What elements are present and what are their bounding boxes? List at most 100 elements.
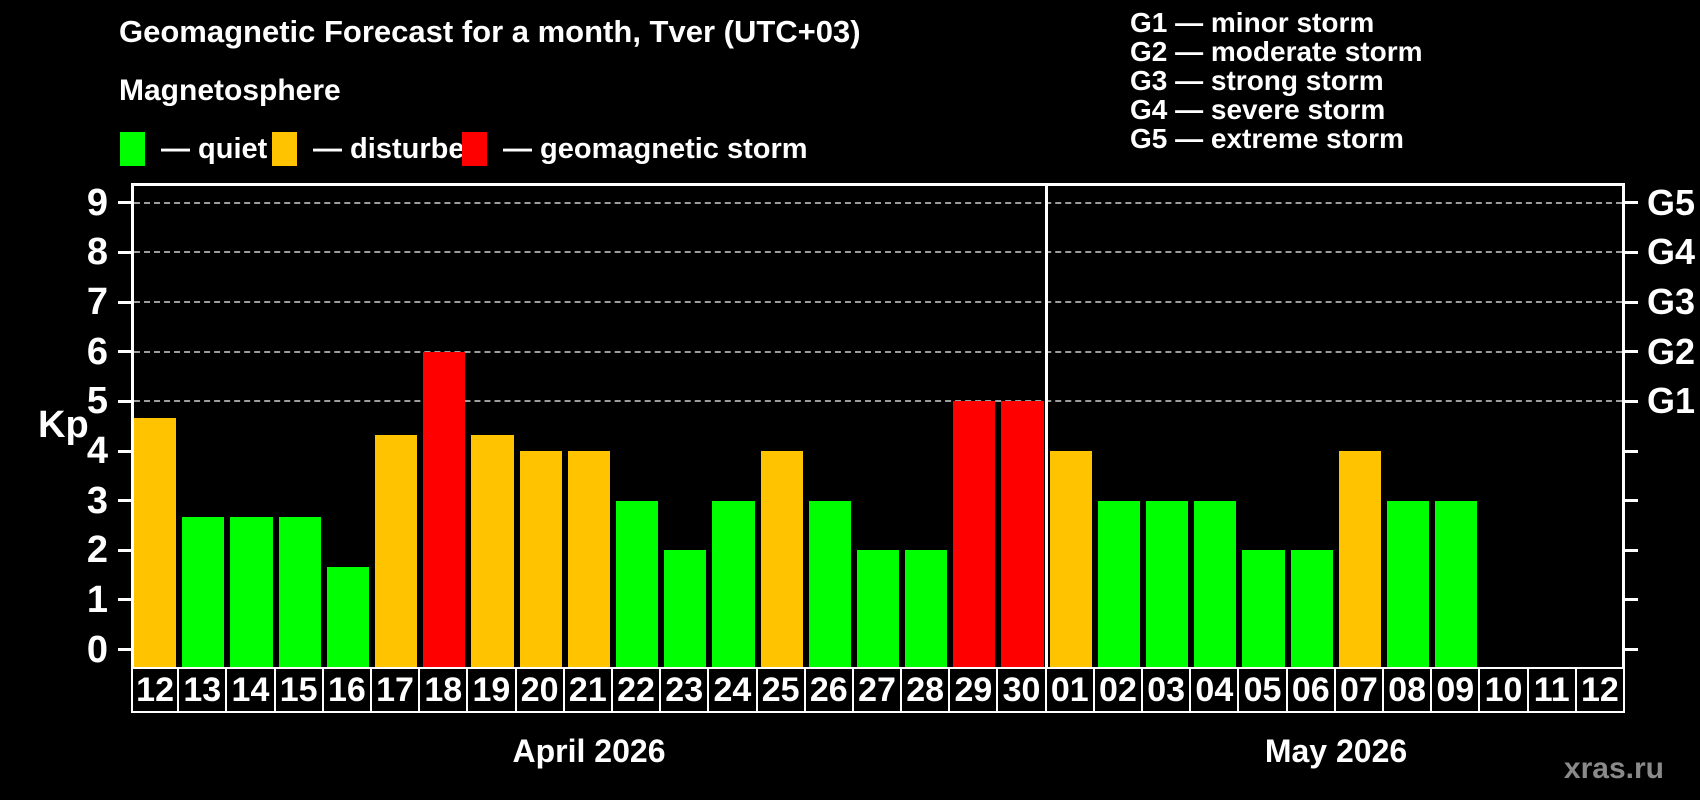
disturbed-color-swatch xyxy=(272,132,297,166)
y-tick-label-6: 6 xyxy=(86,330,108,373)
date-cell-apr-18: 18 xyxy=(418,667,469,713)
gridline-kp-8 xyxy=(134,251,1622,254)
legend-item-label: — quiet xyxy=(161,132,268,165)
y-tick-left-4 xyxy=(118,449,131,453)
date-cell-may-03: 03 xyxy=(1141,667,1192,713)
page-title: Geomagnetic Forecast for a month, Tver (… xyxy=(119,14,861,49)
y-tick-left-2 xyxy=(118,548,131,552)
gridline-kp-9 xyxy=(134,201,1622,204)
y-tick-left-9 xyxy=(118,201,131,205)
storm-scale-g2: G2 — moderate storm xyxy=(1130,36,1423,67)
date-cell-apr-16: 16 xyxy=(321,667,372,713)
bar-may-06 xyxy=(1290,550,1333,667)
gridline-kp-5 xyxy=(134,400,1622,403)
bar-apr-24 xyxy=(712,500,755,667)
date-cell-may-07: 07 xyxy=(1333,667,1385,713)
date-cell-apr-13: 13 xyxy=(177,667,228,713)
date-cell-apr-20: 20 xyxy=(514,667,565,713)
storm-scale-g4: G4 — severe storm xyxy=(1130,94,1386,125)
bar-apr-20 xyxy=(519,451,562,667)
date-cell-may-08: 08 xyxy=(1382,667,1433,713)
y-tick-right-0 xyxy=(1625,648,1638,652)
y-tick-right-5 xyxy=(1625,399,1638,403)
bar-apr-25 xyxy=(760,451,803,667)
y-tick-left-0 xyxy=(118,648,131,652)
bar-may-02 xyxy=(1097,500,1141,667)
bar-apr-17 xyxy=(374,434,418,667)
right-axis-line xyxy=(1622,183,1625,667)
watermark: xras.ru xyxy=(1563,752,1664,785)
bar-apr-27 xyxy=(856,550,900,667)
bar-apr-29 xyxy=(953,401,996,667)
date-cell-apr-14: 14 xyxy=(225,667,276,713)
bar-apr-15 xyxy=(278,517,321,667)
y-tick-right-7 xyxy=(1625,300,1638,304)
date-cell-may-09: 09 xyxy=(1430,667,1481,713)
date-cell-apr-29: 29 xyxy=(948,667,999,713)
y-tick-right-1 xyxy=(1625,598,1638,602)
y-tick-left-6 xyxy=(118,350,131,354)
bar-may-05 xyxy=(1242,550,1285,667)
date-cell-may-04: 04 xyxy=(1189,667,1240,713)
legend-item-storm: — geomagnetic storm xyxy=(462,131,808,167)
magnetosphere-subtitle: Magnetosphere xyxy=(119,74,341,107)
right-axis-label-g3: G3 xyxy=(1647,281,1696,323)
right-axis-label-g2: G2 xyxy=(1647,330,1696,372)
bar-apr-22 xyxy=(615,500,659,667)
quiet-color-swatch xyxy=(120,132,145,166)
y-axis-label: Kp xyxy=(38,404,89,446)
y-tick-label-9: 9 xyxy=(86,181,108,224)
right-axis-label-g5: G5 xyxy=(1647,181,1696,223)
bar-apr-23 xyxy=(664,550,707,667)
bar-may-08 xyxy=(1387,500,1430,667)
bar-may-04 xyxy=(1194,500,1237,667)
bar-may-09 xyxy=(1435,500,1478,667)
gridline-kp-7 xyxy=(134,301,1622,304)
date-cell-may-01: 01 xyxy=(1044,667,1095,713)
gridline-kp-6 xyxy=(134,350,1622,353)
bar-apr-21 xyxy=(567,451,610,667)
y-tick-label-7: 7 xyxy=(86,281,108,324)
legend-item-quiet: — quiet xyxy=(120,131,267,167)
plot-area: 0 1 2 3 4 5 6 7 8 9 G1 G2 G3 G4 G5 xyxy=(87,182,1695,671)
date-cell-apr-19: 19 xyxy=(466,667,517,713)
y-tick-left-3 xyxy=(118,499,131,503)
legend-item-label: — geomagnetic storm xyxy=(503,132,808,165)
y-tick-right-8 xyxy=(1625,250,1638,254)
right-axis-label-g1: G1 xyxy=(1647,380,1696,422)
y-tick-label-0: 0 xyxy=(86,628,108,671)
storm-scale-g3: G3 — strong storm xyxy=(1130,65,1384,96)
bar-apr-12 xyxy=(134,417,177,667)
legend-item-disturbed: — disturbed xyxy=(272,131,482,167)
y-tick-right-4 xyxy=(1625,449,1638,453)
y-tick-right-9 xyxy=(1625,201,1638,205)
y-tick-right-6 xyxy=(1625,350,1638,354)
bar-apr-28 xyxy=(905,550,948,667)
y-tick-label-3: 3 xyxy=(86,479,108,522)
date-cell-apr-17: 17 xyxy=(369,667,421,713)
date-cell-may-12: 12 xyxy=(1574,667,1625,713)
date-cell-apr-21: 21 xyxy=(562,667,613,713)
date-cell-apr-27: 27 xyxy=(851,667,903,713)
y-tick-label-8: 8 xyxy=(86,231,108,274)
bar-apr-16 xyxy=(326,566,369,667)
y-tick-right-3 xyxy=(1625,499,1638,503)
bar-apr-30 xyxy=(1001,401,1044,667)
month-label-april: April 2026 xyxy=(512,733,666,769)
y-tick-label-4: 4 xyxy=(86,430,108,473)
bar-may-07 xyxy=(1338,451,1382,667)
bar-apr-13 xyxy=(182,517,225,667)
y-axis-line xyxy=(131,183,134,667)
y-tick-label-1: 1 xyxy=(86,578,108,621)
y-tick-left-8 xyxy=(118,250,131,254)
y-tick-left-5 xyxy=(118,399,131,403)
date-cell-apr-30: 30 xyxy=(996,667,1047,713)
bar-apr-14 xyxy=(230,517,273,667)
right-axis-label-g4: G4 xyxy=(1647,231,1696,273)
storm-scale-g5: G5 — extreme storm xyxy=(1130,123,1404,154)
date-cell-apr-23: 23 xyxy=(659,667,710,713)
storm-scale-legend: G1 — minor storm G2 — moderate storm G3 … xyxy=(1130,8,1423,153)
bar-apr-26 xyxy=(808,500,851,667)
month-label-may: May 2026 xyxy=(1264,733,1408,769)
date-cell-apr-24: 24 xyxy=(707,667,758,713)
